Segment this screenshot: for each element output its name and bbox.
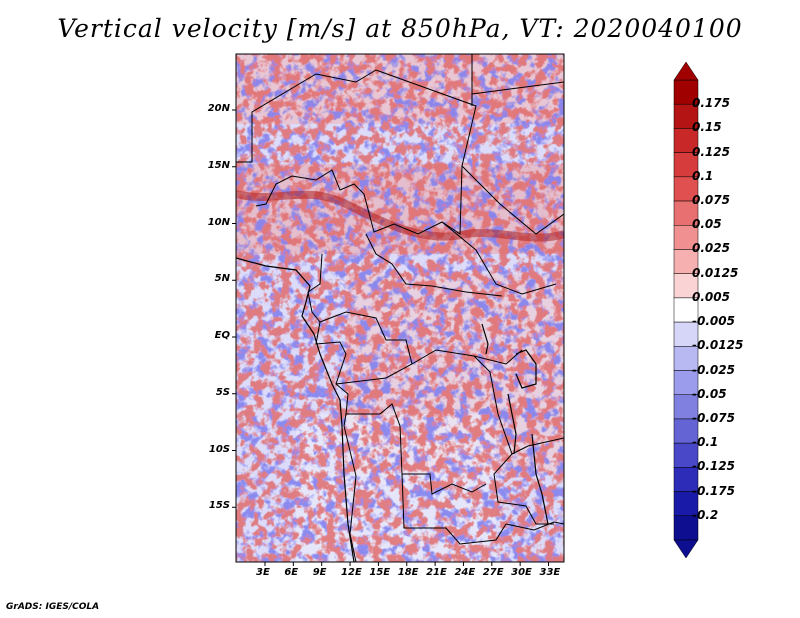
colorbar-label: 0.175 — [692, 96, 730, 111]
colorbar-box — [673, 346, 699, 371]
colorbar-box — [673, 103, 699, 129]
latitude-label: EQ — [214, 330, 230, 341]
longitude-label: 33E — [539, 567, 561, 578]
longitude-label: 3E — [256, 567, 270, 578]
colorbar-label: -0.125 — [692, 459, 735, 474]
latitude-ticks — [232, 109, 236, 508]
colorbar-box — [673, 152, 699, 178]
colorbar-label: -0.05 — [692, 386, 727, 401]
colorbar-label: 0.05 — [692, 217, 722, 232]
latitude-label: 15N — [207, 159, 230, 171]
colorbar — [673, 61, 699, 559]
colorbar-box — [673, 491, 699, 517]
latitude-label: 5N — [214, 273, 230, 285]
latitude-label: 10N — [207, 216, 230, 228]
colorbar-label: 0.1 — [692, 168, 714, 183]
longitude-label: 9E — [312, 567, 327, 578]
colorbar-label: -0.2 — [692, 507, 719, 522]
colorbar-label: 0.15 — [692, 120, 722, 135]
colorbar-label: 0.005 — [692, 289, 730, 304]
longitude-label: 27E — [482, 567, 504, 578]
colorbar-box — [673, 370, 699, 395]
latitude-label: 5S — [215, 386, 230, 398]
colorbar-label: -0.0125 — [692, 338, 744, 353]
colorbar-label: -0.175 — [692, 483, 735, 498]
latitude-label: 20N — [207, 103, 230, 114]
colorbar-label: -0.1 — [692, 435, 719, 450]
colorbar-min-arrow — [673, 539, 699, 559]
longitude-label: 12E — [341, 567, 362, 578]
longitude-ticks — [264, 562, 549, 566]
grads-footer: GrADS: IGES/COLA — [6, 602, 100, 612]
colorbar-box — [673, 200, 699, 226]
colorbar-box — [673, 321, 699, 347]
velocity-noise-field — [236, 54, 564, 562]
colorbar-label: 0.075 — [692, 193, 730, 208]
colorbar-box — [673, 515, 699, 541]
latitude-label: 15S — [208, 500, 230, 512]
colorbar-box — [673, 176, 699, 202]
itcz-convergence-band — [236, 190, 564, 242]
longitude-label: 24E — [454, 567, 476, 578]
longitude-label: 6E — [284, 567, 299, 578]
colorbar-label: -0.075 — [692, 410, 735, 425]
map-frame — [235, 53, 565, 563]
colorbar-box — [673, 128, 699, 153]
longitude-label: 21E — [426, 567, 447, 578]
longitude-label: 30E — [511, 567, 532, 578]
colorbar-label: 0.025 — [692, 241, 730, 256]
map-title: Vertical velocity [m/s] at 850hPa, VT: 2… — [57, 14, 743, 43]
colorbar-box — [673, 418, 699, 444]
colorbar-label: 0.0125 — [692, 265, 739, 280]
colorbar-label: 0.125 — [692, 144, 730, 159]
colorbar-max-arrow — [673, 61, 699, 81]
longitude-label: 15E — [369, 567, 391, 578]
colorbar-boxes — [673, 61, 699, 559]
colorbar-label: -0.025 — [692, 362, 735, 377]
velocity-map — [236, 54, 564, 562]
coastline-and-lakes — [236, 257, 549, 562]
country-borders — [236, 54, 564, 562]
longitude-label: 18E — [397, 567, 419, 578]
colorbar-box — [673, 273, 699, 299]
latitude-label: 10S — [208, 443, 230, 455]
colorbar-label: -0.005 — [692, 314, 735, 329]
colorbar-box — [673, 225, 699, 250]
